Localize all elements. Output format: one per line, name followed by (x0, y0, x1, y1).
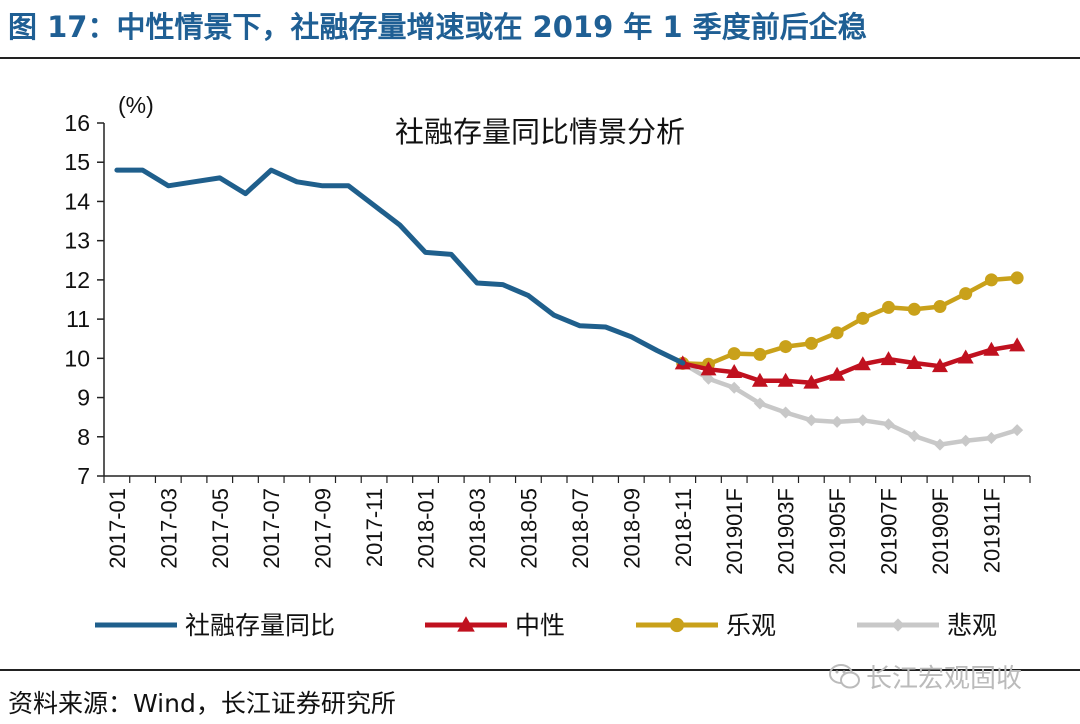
series-1 (674, 337, 1026, 389)
data-point (830, 326, 844, 340)
data-point (907, 302, 921, 316)
watermark: 长江宏观固收 (828, 658, 1022, 695)
top-rule (0, 57, 1080, 59)
data-point (1010, 271, 1024, 285)
data-point (777, 372, 794, 387)
watermark-text: 长江宏观固收 (866, 664, 1023, 694)
data-point (751, 372, 768, 387)
legend-item: 乐观 (636, 611, 776, 640)
data-point (702, 372, 715, 385)
line-chart: 社融存量同比情景分析 (%) 7 8 9 10 11 12 13 14 15 16 2017-01 2… (64, 92, 1031, 640)
data-point (803, 374, 820, 389)
data-point (727, 347, 741, 361)
data-point (882, 418, 895, 431)
data-point (779, 340, 793, 354)
y-axis-unit-label: (%) (118, 92, 154, 118)
data-point (804, 336, 818, 350)
x-tick-label: 2017-01 (105, 488, 130, 569)
x-tick-label: 2018-09 (619, 488, 644, 569)
data-point (959, 434, 972, 447)
data-point (856, 311, 870, 325)
x-tick-label: 2018-11 (671, 488, 696, 567)
series-3 (676, 357, 1024, 451)
legend-label: 悲观 (947, 611, 997, 640)
y-tick-label: 14 (64, 188, 90, 214)
data-point (831, 415, 844, 428)
x-tick-label: 2018-01 (414, 488, 439, 569)
data-point (805, 414, 818, 427)
data-point (728, 381, 741, 394)
data-point (1009, 337, 1026, 352)
x-tick-label: 201911F (979, 488, 1004, 573)
data-point (957, 349, 974, 364)
data-point (931, 358, 948, 373)
data-point (906, 355, 923, 370)
y-tick-label: 12 (64, 267, 90, 293)
data-point (882, 300, 896, 314)
x-tick-label: 2017-05 (208, 488, 233, 569)
wechat-icon (829, 663, 860, 688)
x-tick-label: 2017-03 (156, 488, 181, 569)
data-point (753, 347, 767, 361)
legend-item: 社融存量同比 (95, 611, 335, 640)
data-point (700, 361, 717, 376)
x-tick-label: 2017-07 (259, 488, 284, 569)
x-tick-label: 2017-09 (311, 488, 336, 569)
data-point (933, 438, 946, 451)
y-tick-label: 13 (64, 228, 90, 254)
series-line (114, 167, 686, 366)
x-tick-label: 2018-07 (568, 488, 593, 569)
axes: 7 8 9 10 11 12 13 14 15 16 2017-01 2017-03 2017-05 20… (64, 110, 1031, 575)
legend-label: 社融存量同比 (185, 611, 335, 640)
x-tick-label: 201907F (877, 488, 902, 575)
data-point (985, 431, 998, 444)
legend-marker (457, 616, 475, 632)
legend-label: 中性 (515, 611, 565, 640)
legend-marker (891, 618, 905, 632)
x-tick-label: 2018-05 (516, 488, 541, 569)
data-point (753, 397, 766, 410)
data-point (779, 406, 792, 419)
data-point (908, 429, 921, 442)
data-point (829, 366, 846, 381)
series-2 (676, 271, 1024, 371)
data-point (726, 364, 743, 379)
legend-item: 悲观 (857, 611, 997, 640)
data-point (959, 287, 973, 301)
series-layer (114, 167, 1026, 451)
y-tick-label: 10 (64, 345, 90, 371)
chart-title: 社融存量同比情景分析 (395, 115, 685, 149)
x-tick-label: 201901F (722, 488, 747, 575)
x-tick-label: 2018-03 (465, 488, 490, 569)
legend-item: 中性 (425, 611, 565, 640)
x-tick-label: 201903F (774, 488, 799, 575)
legend-marker (669, 617, 685, 633)
y-tick-label: 9 (77, 385, 90, 411)
y-tick-label: 7 (77, 463, 90, 489)
series-0 (114, 167, 686, 366)
figure-title: 图 17：中性情景下，社融存量增速或在 2019 年 1 季度前后企稳 (8, 10, 867, 44)
data-point (984, 273, 998, 287)
data-point (933, 300, 947, 314)
data-point (854, 356, 871, 371)
x-tick-label: 201909F (928, 488, 953, 575)
data-point (856, 414, 869, 427)
source-note: 资料来源：Wind，长江证券研究所 (8, 689, 396, 718)
y-tick-label: 8 (77, 424, 90, 450)
x-tick-label: 2017-11 (362, 488, 387, 567)
legend: 社融存量同比 中性 乐观 悲观 (95, 611, 997, 640)
legend-label: 乐观 (726, 611, 776, 640)
data-point (880, 351, 897, 366)
x-tick-label: 201905F (825, 488, 850, 575)
data-point (1011, 424, 1024, 437)
data-point (983, 341, 1000, 356)
bottom-rule (0, 669, 1080, 671)
y-tick-label: 15 (64, 149, 90, 175)
y-tick-label: 11 (66, 306, 90, 332)
y-tick-label: 16 (64, 110, 90, 136)
